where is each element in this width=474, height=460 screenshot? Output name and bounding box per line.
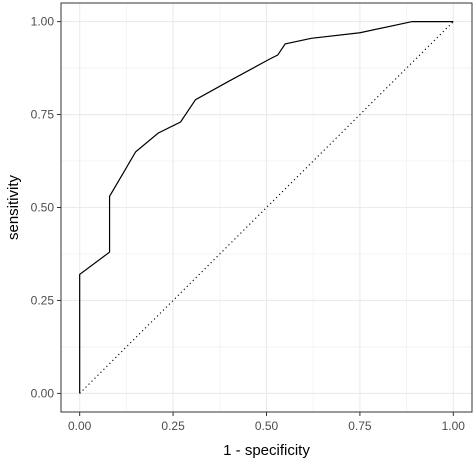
y-tick-label: 0.75 <box>31 108 55 122</box>
y-tick-label: 0.00 <box>31 386 55 400</box>
x-tick-label: 1.00 <box>442 419 466 433</box>
series-layer <box>79 20 454 394</box>
x-tick-label: 0.75 <box>348 419 372 433</box>
x-tick-label: 0.50 <box>255 419 279 433</box>
y-axis: 0.00 0.25 0.50 0.75 1.00 <box>31 15 61 400</box>
x-axis: 0.00 0.25 0.50 0.75 1.00 <box>68 412 465 433</box>
x-tick-label: 0.00 <box>68 419 92 433</box>
x-tick-label: 0.25 <box>161 419 185 433</box>
grid <box>61 3 472 412</box>
y-axis-title: sensitivity <box>5 174 22 240</box>
x-axis-title: 1 - specificity <box>223 442 310 459</box>
y-tick-label: 0.50 <box>31 201 55 215</box>
y-tick-label: 0.25 <box>31 293 55 307</box>
roc-curve-line <box>79 20 454 394</box>
y-tick-label: 1.00 <box>31 15 55 29</box>
